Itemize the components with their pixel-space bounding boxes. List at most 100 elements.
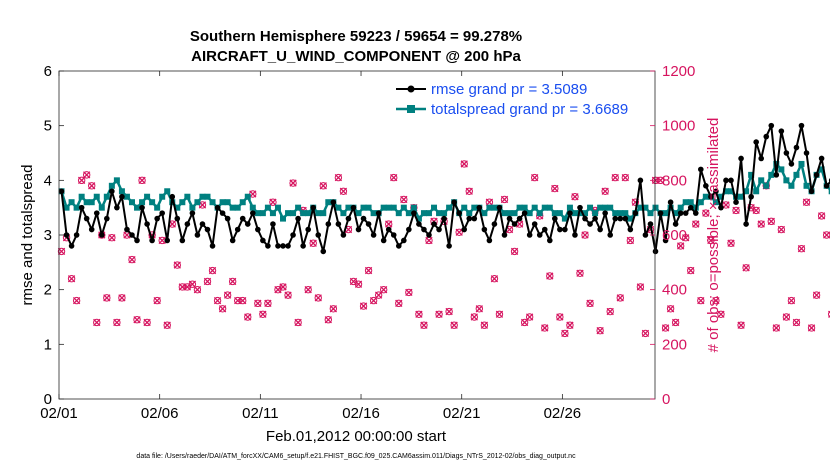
rmse-point <box>798 122 805 129</box>
spread-point <box>88 199 95 206</box>
spread-point <box>431 204 438 211</box>
obs-marker <box>561 329 569 338</box>
rmse-point <box>708 193 714 200</box>
rmse-point <box>773 172 780 178</box>
rmse-point <box>285 243 291 249</box>
rmse-point <box>144 221 150 227</box>
rmse-point <box>431 221 437 227</box>
spread-point <box>672 210 679 217</box>
spread-point <box>647 210 654 217</box>
spread-point <box>103 193 110 200</box>
left-axis: 0 1 2 3 4 5 6 <box>44 63 64 408</box>
obs-marker <box>666 305 675 313</box>
obs-marker <box>571 193 579 201</box>
obs-marker <box>682 234 690 242</box>
obs-marker <box>611 173 619 182</box>
obs-marker <box>702 209 710 217</box>
spread-point <box>566 204 573 211</box>
spread-point <box>174 204 181 211</box>
spread-point <box>466 210 473 217</box>
obs-marker <box>223 291 232 299</box>
obs-marker <box>470 313 478 321</box>
spread-point <box>63 204 70 211</box>
rmse-point <box>345 215 352 222</box>
rmse-point <box>436 226 442 233</box>
rmse-point <box>290 232 296 238</box>
obs-marker <box>712 296 720 305</box>
obs-marker <box>284 291 292 299</box>
spread-point <box>702 193 709 200</box>
obs-marker <box>707 236 715 245</box>
spread-point <box>753 188 760 195</box>
spread-point <box>154 204 161 211</box>
rmse-point <box>592 215 598 222</box>
spread-point <box>587 204 594 211</box>
spread-point <box>768 171 775 178</box>
rmse-point <box>632 210 639 216</box>
obs-marker <box>817 212 826 220</box>
spread-point <box>269 210 276 217</box>
rmse-point <box>823 183 830 189</box>
rmse-point <box>119 193 125 200</box>
rmse-point <box>607 232 613 238</box>
rmse-point <box>370 232 377 238</box>
obs-marker <box>208 266 217 275</box>
rmse-point <box>335 221 342 227</box>
rmse-point <box>124 226 130 233</box>
rmse-point <box>718 204 724 211</box>
spread-point <box>491 204 498 211</box>
rmse-point <box>597 226 603 233</box>
rmse-point <box>330 199 337 205</box>
right-axis: 0 200 400 600 800 1000 1200 <box>650 63 695 408</box>
spread-point <box>748 171 755 178</box>
spread-point <box>758 177 765 184</box>
rmse-point <box>617 215 624 222</box>
y-axis-label: rmse and totalspread <box>19 165 36 306</box>
y-tick-label: 5 <box>44 118 52 135</box>
spread-point <box>118 188 125 195</box>
obs-marker <box>228 277 237 286</box>
rmse-point <box>531 221 538 227</box>
rmse-point <box>78 204 85 211</box>
obs-marker <box>395 299 403 308</box>
spread-point <box>380 204 387 211</box>
spread-point <box>486 204 493 211</box>
obs-marker <box>671 318 680 327</box>
rmse-point <box>713 188 719 195</box>
rmse-point <box>516 215 523 222</box>
rmse-point <box>546 237 553 244</box>
rmse-point <box>189 210 196 216</box>
legend-rmse-label: rmse grand pr = 3.5089 <box>431 81 587 98</box>
spread-point <box>285 210 292 217</box>
spread-point <box>425 210 432 217</box>
spread-point <box>83 199 90 206</box>
spread-point <box>290 210 297 217</box>
rmse-point <box>365 221 372 227</box>
obs-marker <box>551 184 559 193</box>
rmse-point <box>385 226 392 233</box>
rmse-point <box>73 232 80 238</box>
rmse-point <box>401 237 407 244</box>
spread-point <box>682 199 689 206</box>
obs-marker <box>495 310 504 318</box>
obs-marker <box>400 195 408 204</box>
rmse-point <box>521 210 528 216</box>
y-right-tick-label: 600 <box>662 227 687 244</box>
rmse-point <box>295 215 301 222</box>
rmse-point <box>567 210 573 216</box>
rmse-point <box>179 237 186 244</box>
obs-marker <box>787 296 796 305</box>
spread-point <box>179 199 186 206</box>
rmse-point <box>104 215 110 222</box>
spread-point <box>561 215 568 222</box>
spread-point <box>335 204 342 211</box>
spread-point <box>803 182 810 189</box>
obs-marker <box>450 321 458 329</box>
spread-point <box>244 193 251 200</box>
spread-point <box>818 166 825 173</box>
rmse-point <box>159 210 165 216</box>
obs-marker <box>128 255 136 264</box>
rmse-point <box>68 243 75 249</box>
spread-point <box>627 215 634 222</box>
spread-point <box>763 182 770 189</box>
